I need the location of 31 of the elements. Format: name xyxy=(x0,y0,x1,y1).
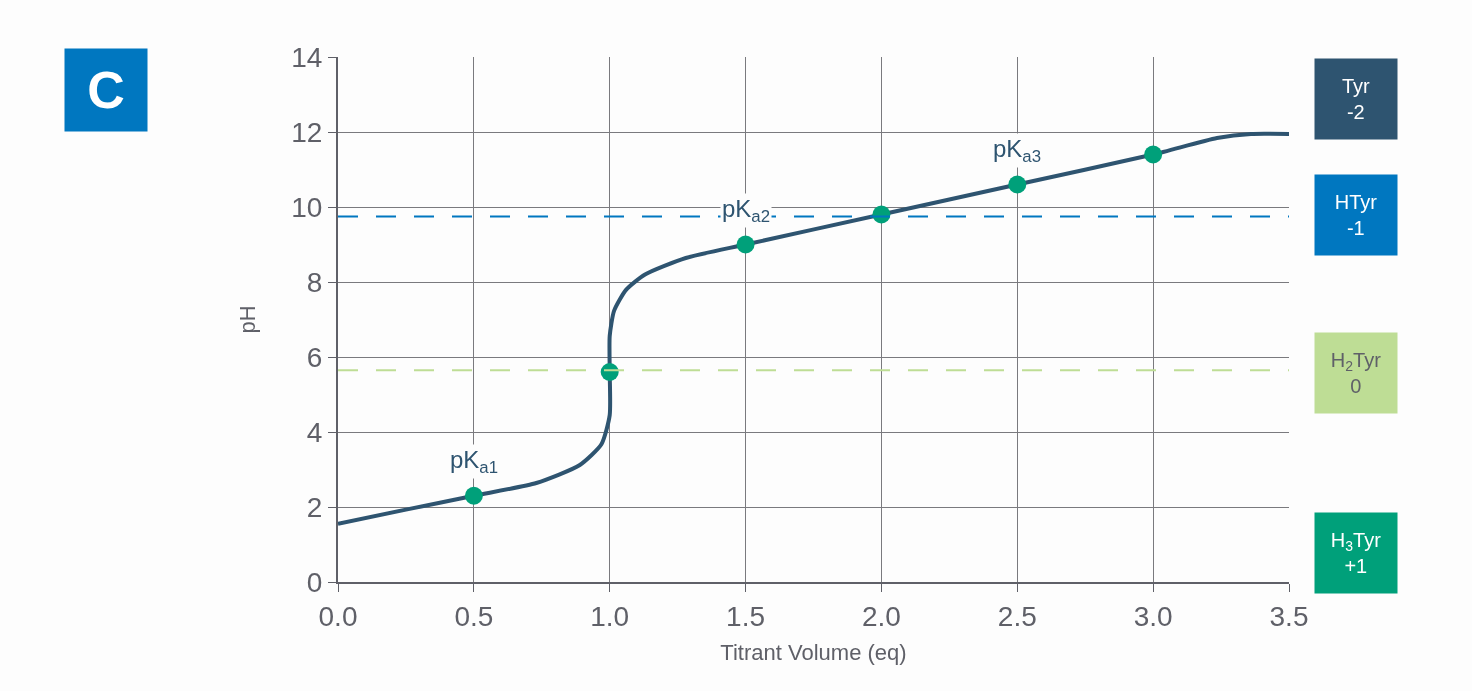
x-tick-label: 0.5 xyxy=(454,600,494,632)
x-tick-label: 3.5 xyxy=(1269,600,1309,632)
annotation: pK$_{a2}$ xyxy=(722,195,771,227)
y-tick-label: 12 xyxy=(291,116,323,148)
text: Tyr -2 xyxy=(1341,75,1371,123)
x-tick-label: 2.0 xyxy=(861,600,901,632)
y-tick-label: 4 xyxy=(306,416,323,448)
text: H$_{2}$Tyr 0 xyxy=(1330,349,1382,397)
x-tick-label: 1.5 xyxy=(726,600,766,632)
y-tick-label: 8 xyxy=(306,266,323,298)
point xyxy=(1144,145,1163,164)
x-tick-label: 3.0 xyxy=(1133,600,1173,632)
annotation: pK$_{a3}$ xyxy=(993,135,1042,167)
y-tick-label: 0 xyxy=(306,566,323,598)
point xyxy=(736,235,755,254)
y-tick-label: 10 xyxy=(291,191,323,223)
line-series xyxy=(338,131,1289,526)
y-tick-label: 14 xyxy=(291,41,323,73)
x-tick-label: 0.0 xyxy=(318,600,358,632)
point xyxy=(464,486,483,505)
text: HTyr -1 xyxy=(1334,191,1378,239)
y-tick-label: 2 xyxy=(306,491,323,523)
x-axis-title: Titrant Volume (eq) xyxy=(720,640,907,665)
annotation: pK$_{a1}$ xyxy=(450,446,499,478)
point xyxy=(1008,175,1027,194)
x-tick-label: 2.5 xyxy=(997,600,1037,632)
text: C xyxy=(87,61,125,119)
y-axis-title: pH xyxy=(234,305,260,334)
x-tick-label: 1.0 xyxy=(590,600,630,632)
y-tick-label: 6 xyxy=(306,341,323,373)
text: H$_{3}$Tyr +1 xyxy=(1330,529,1382,577)
